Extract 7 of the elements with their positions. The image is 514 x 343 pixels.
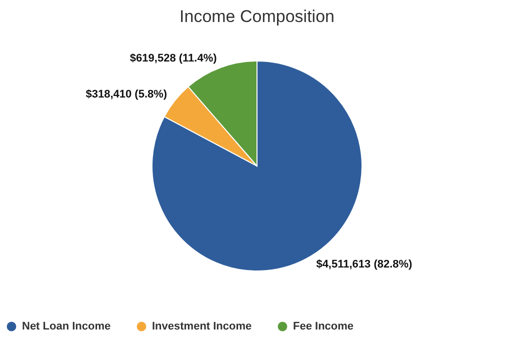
data-label: $318,410 (5.8%) [86,88,168,100]
legend-label: Fee Income [293,320,354,333]
data-label: $619,528 (11.4%) [130,52,218,64]
chart-title: Income Composition [180,7,334,26]
legend-label: Net Loan Income [22,320,111,333]
legend-label: Investment Income [152,320,252,333]
data-label: $4,511,613 (82.8%) [316,258,413,271]
